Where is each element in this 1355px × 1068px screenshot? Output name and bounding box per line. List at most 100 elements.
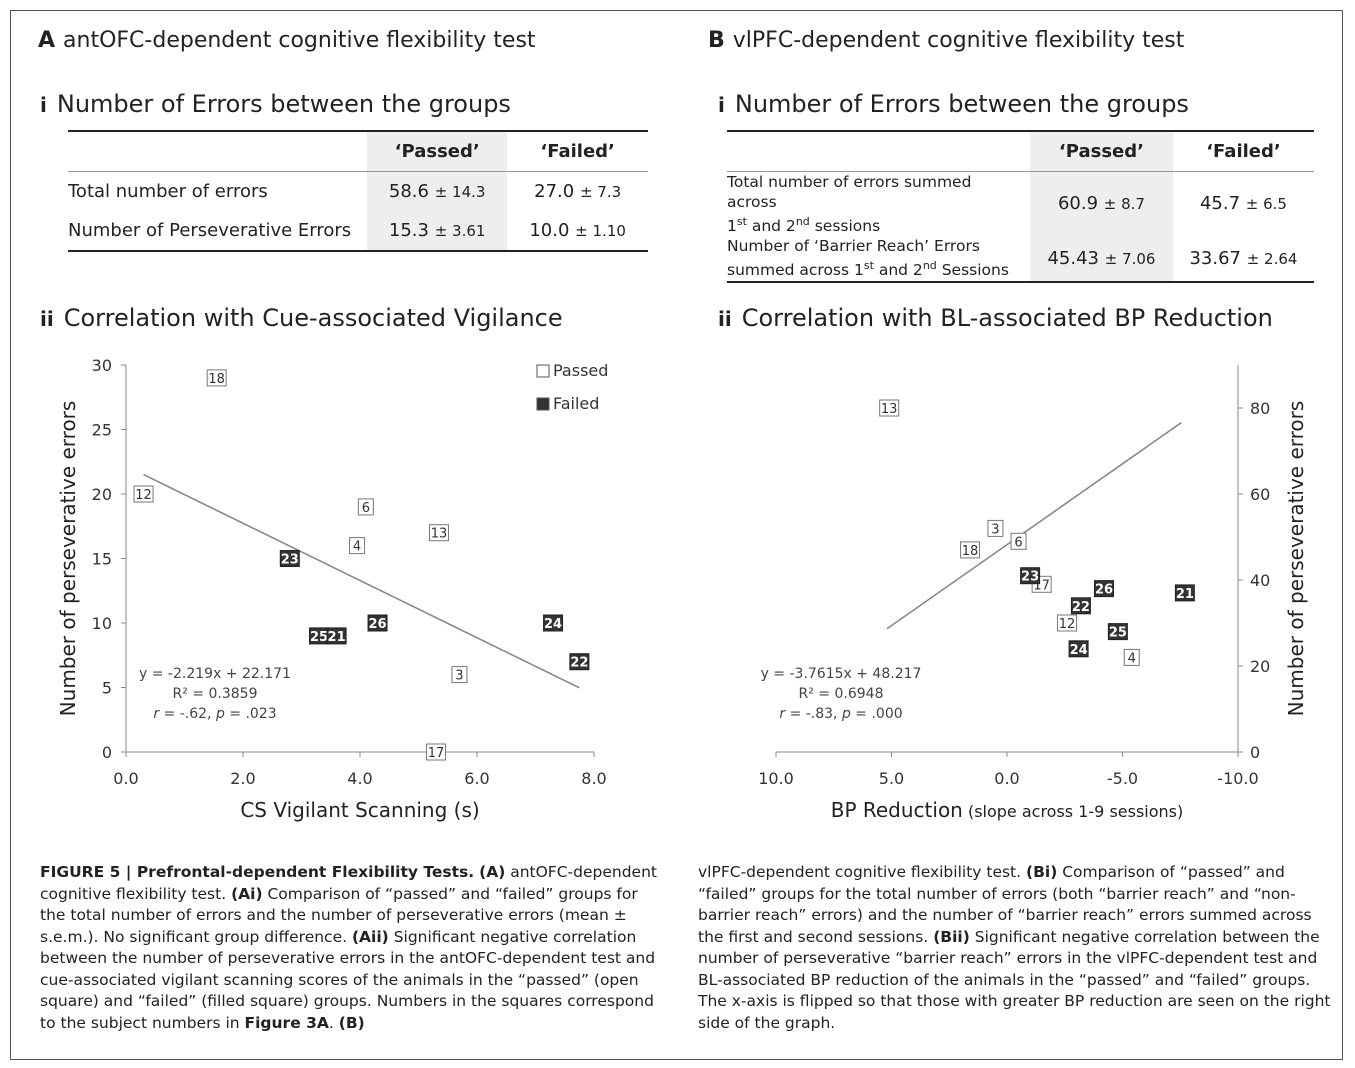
- data-point-marker: [1107, 623, 1128, 641]
- table-b-header: ‘Passed’ ‘Failed’: [727, 131, 1314, 171]
- x-tick-label: 8.0: [581, 769, 606, 788]
- failed-value: 45.7 ± 6.5: [1199, 193, 1287, 215]
- data-point-label: 12: [135, 488, 152, 503]
- data-point-label: 21: [1176, 587, 1194, 602]
- x-tick-label: 0.0: [113, 769, 138, 788]
- data-point-marker: [206, 369, 227, 387]
- y-tick-label: 60: [1250, 485, 1270, 504]
- data-point-marker: [349, 537, 366, 555]
- panel-bi-heading: i Number of Errors between the groups: [718, 90, 1189, 118]
- y-axis-label: Number of perseverative errors: [56, 401, 80, 717]
- data-point-marker: [1123, 648, 1140, 666]
- correlation-stat-label: r = -.62, p = .023: [153, 706, 276, 722]
- row-label: Number of ‘Barrier Reach’ Errors summed a…: [727, 237, 1009, 280]
- data-point-marker: [279, 550, 300, 567]
- y-tick-label: 25: [92, 421, 112, 440]
- data-point-marker: [326, 627, 347, 645]
- data-point-marker: [1070, 597, 1091, 615]
- x-tick-label: 6.0: [464, 769, 489, 788]
- trendline: [143, 473, 580, 689]
- passed-value: 60.9 ± 8.7: [1029, 171, 1173, 236]
- table-header-passed: ‘Passed’: [367, 131, 508, 171]
- scatter-chart-a: 0 5 10 15 20 25 30 0.0 2.0 4.0 6.0 8.0 CS Vigilant S…: [56, 356, 608, 822]
- table-row: Total number of errors 58.6 ± 14.3 27.0 …: [68, 171, 648, 211]
- x-tick-label: -10.0: [1217, 769, 1258, 788]
- data-point-label: 3: [455, 669, 463, 684]
- figure-caption-left: FIGURE 5 | Prefrontal-dependent Flexibil…: [40, 863, 657, 1032]
- figure-frame: [10, 10, 1343, 1060]
- table-b: ‘Passed’ ‘Failed’ Total number of errors…: [727, 130, 1314, 283]
- data-point-marker: [426, 743, 447, 761]
- data-point-label: 21: [328, 630, 346, 645]
- data-point-label: 23: [281, 553, 299, 568]
- data-point-marker: [879, 399, 900, 417]
- legend-label: Passed: [553, 361, 608, 380]
- row-label: Number of Perseverative Errors: [68, 220, 352, 241]
- y-tick-label: 10: [92, 614, 112, 633]
- data-point-marker: [1010, 532, 1027, 550]
- correlation-stat-label: r = -.83, p = .000: [779, 706, 902, 722]
- data-point-label: 4: [353, 540, 361, 555]
- table-a-header: ‘Passed’ ‘Failed’: [68, 131, 648, 171]
- data-point-label: 23: [1021, 570, 1039, 585]
- passed-value: 15.3 ± 3.61: [367, 211, 508, 251]
- y-tick-label: 80: [1250, 399, 1270, 418]
- y-tick-label: 30: [92, 356, 112, 375]
- data-point-marker: [960, 541, 981, 559]
- trendline: [886, 421, 1182, 630]
- y-tick-label: 0: [1250, 743, 1260, 762]
- data-point-label: 3: [991, 522, 999, 537]
- x-axis-label: CS Vigilant Scanning (s): [240, 798, 479, 822]
- data-point-label: 26: [1095, 583, 1113, 598]
- table-header-failed: ‘Failed’: [1206, 140, 1281, 162]
- data-point-marker: [1057, 614, 1078, 632]
- data-point-label: 12: [1059, 617, 1076, 632]
- table-row: Number of Perseverative Errors 15.3 ± 3.…: [68, 211, 648, 251]
- table-header-failed: ‘Failed’: [540, 140, 615, 162]
- data-point-label: 18: [208, 372, 225, 387]
- data-point-label: 25: [1109, 626, 1127, 641]
- panel-ai-heading: i Number of Errors between the groups: [40, 90, 511, 118]
- data-point-label: 24: [544, 617, 562, 632]
- data-point-label: 17: [428, 746, 445, 761]
- data-point-marker: [451, 666, 468, 684]
- passed-value: 58.6 ± 14.3: [367, 171, 508, 211]
- data-point-marker: [367, 614, 388, 632]
- x-tick-label: 10.0: [758, 769, 794, 788]
- data-point-label: 6: [362, 501, 370, 516]
- figure-3a-link[interactable]: Figure 3A: [244, 1013, 329, 1032]
- data-point-marker: [987, 519, 1004, 537]
- y-tick-label: 5: [102, 679, 112, 698]
- data-point-label: 26: [369, 617, 387, 632]
- data-point-label: 22: [570, 656, 588, 671]
- failed-value: 10.0 ± 1.10: [529, 220, 626, 241]
- y-tick-label: 20: [1250, 657, 1270, 676]
- data-point-marker: [1068, 640, 1089, 658]
- table-header-cell: [68, 131, 367, 171]
- data-point-label: 13: [431, 527, 448, 542]
- data-point-label: 22: [1072, 600, 1090, 615]
- y-tick-label: 20: [92, 485, 112, 504]
- data-point-marker: [428, 524, 449, 542]
- table-header-passed: ‘Passed’: [1029, 131, 1173, 171]
- x-tick-label: 2.0: [230, 769, 255, 788]
- legend-label: Failed: [553, 394, 599, 413]
- r-squared-label: R² = 0.3859: [173, 686, 258, 702]
- table-row: Number of ‘Barrier Reach’ Errors summed a…: [727, 235, 1314, 282]
- panel-aii-heading: ii Correlation with Cue-associated Vigila…: [40, 304, 563, 332]
- panel-bii-heading: ii Correlation with BL-associated BP Redu…: [718, 304, 1273, 332]
- table-row: Total number of errors summed across 1st …: [727, 171, 1314, 236]
- data-point-label: 6: [1014, 535, 1022, 550]
- table-a: ‘Passed’ ‘Failed’ Total number of errors…: [68, 130, 648, 252]
- passed-value: 45.43 ± 7.06: [1029, 235, 1173, 282]
- data-point-label: 13: [881, 402, 898, 417]
- x-tick-label: 4.0: [347, 769, 372, 788]
- x-tick-label: 5.0: [879, 769, 904, 788]
- legend-marker: [536, 364, 550, 378]
- y-axis-label: Number of perseverative errors: [1284, 401, 1308, 717]
- y-tick-label: 0: [102, 743, 112, 762]
- legend-marker: [536, 397, 550, 411]
- x-tick-label: -5.0: [1107, 769, 1138, 788]
